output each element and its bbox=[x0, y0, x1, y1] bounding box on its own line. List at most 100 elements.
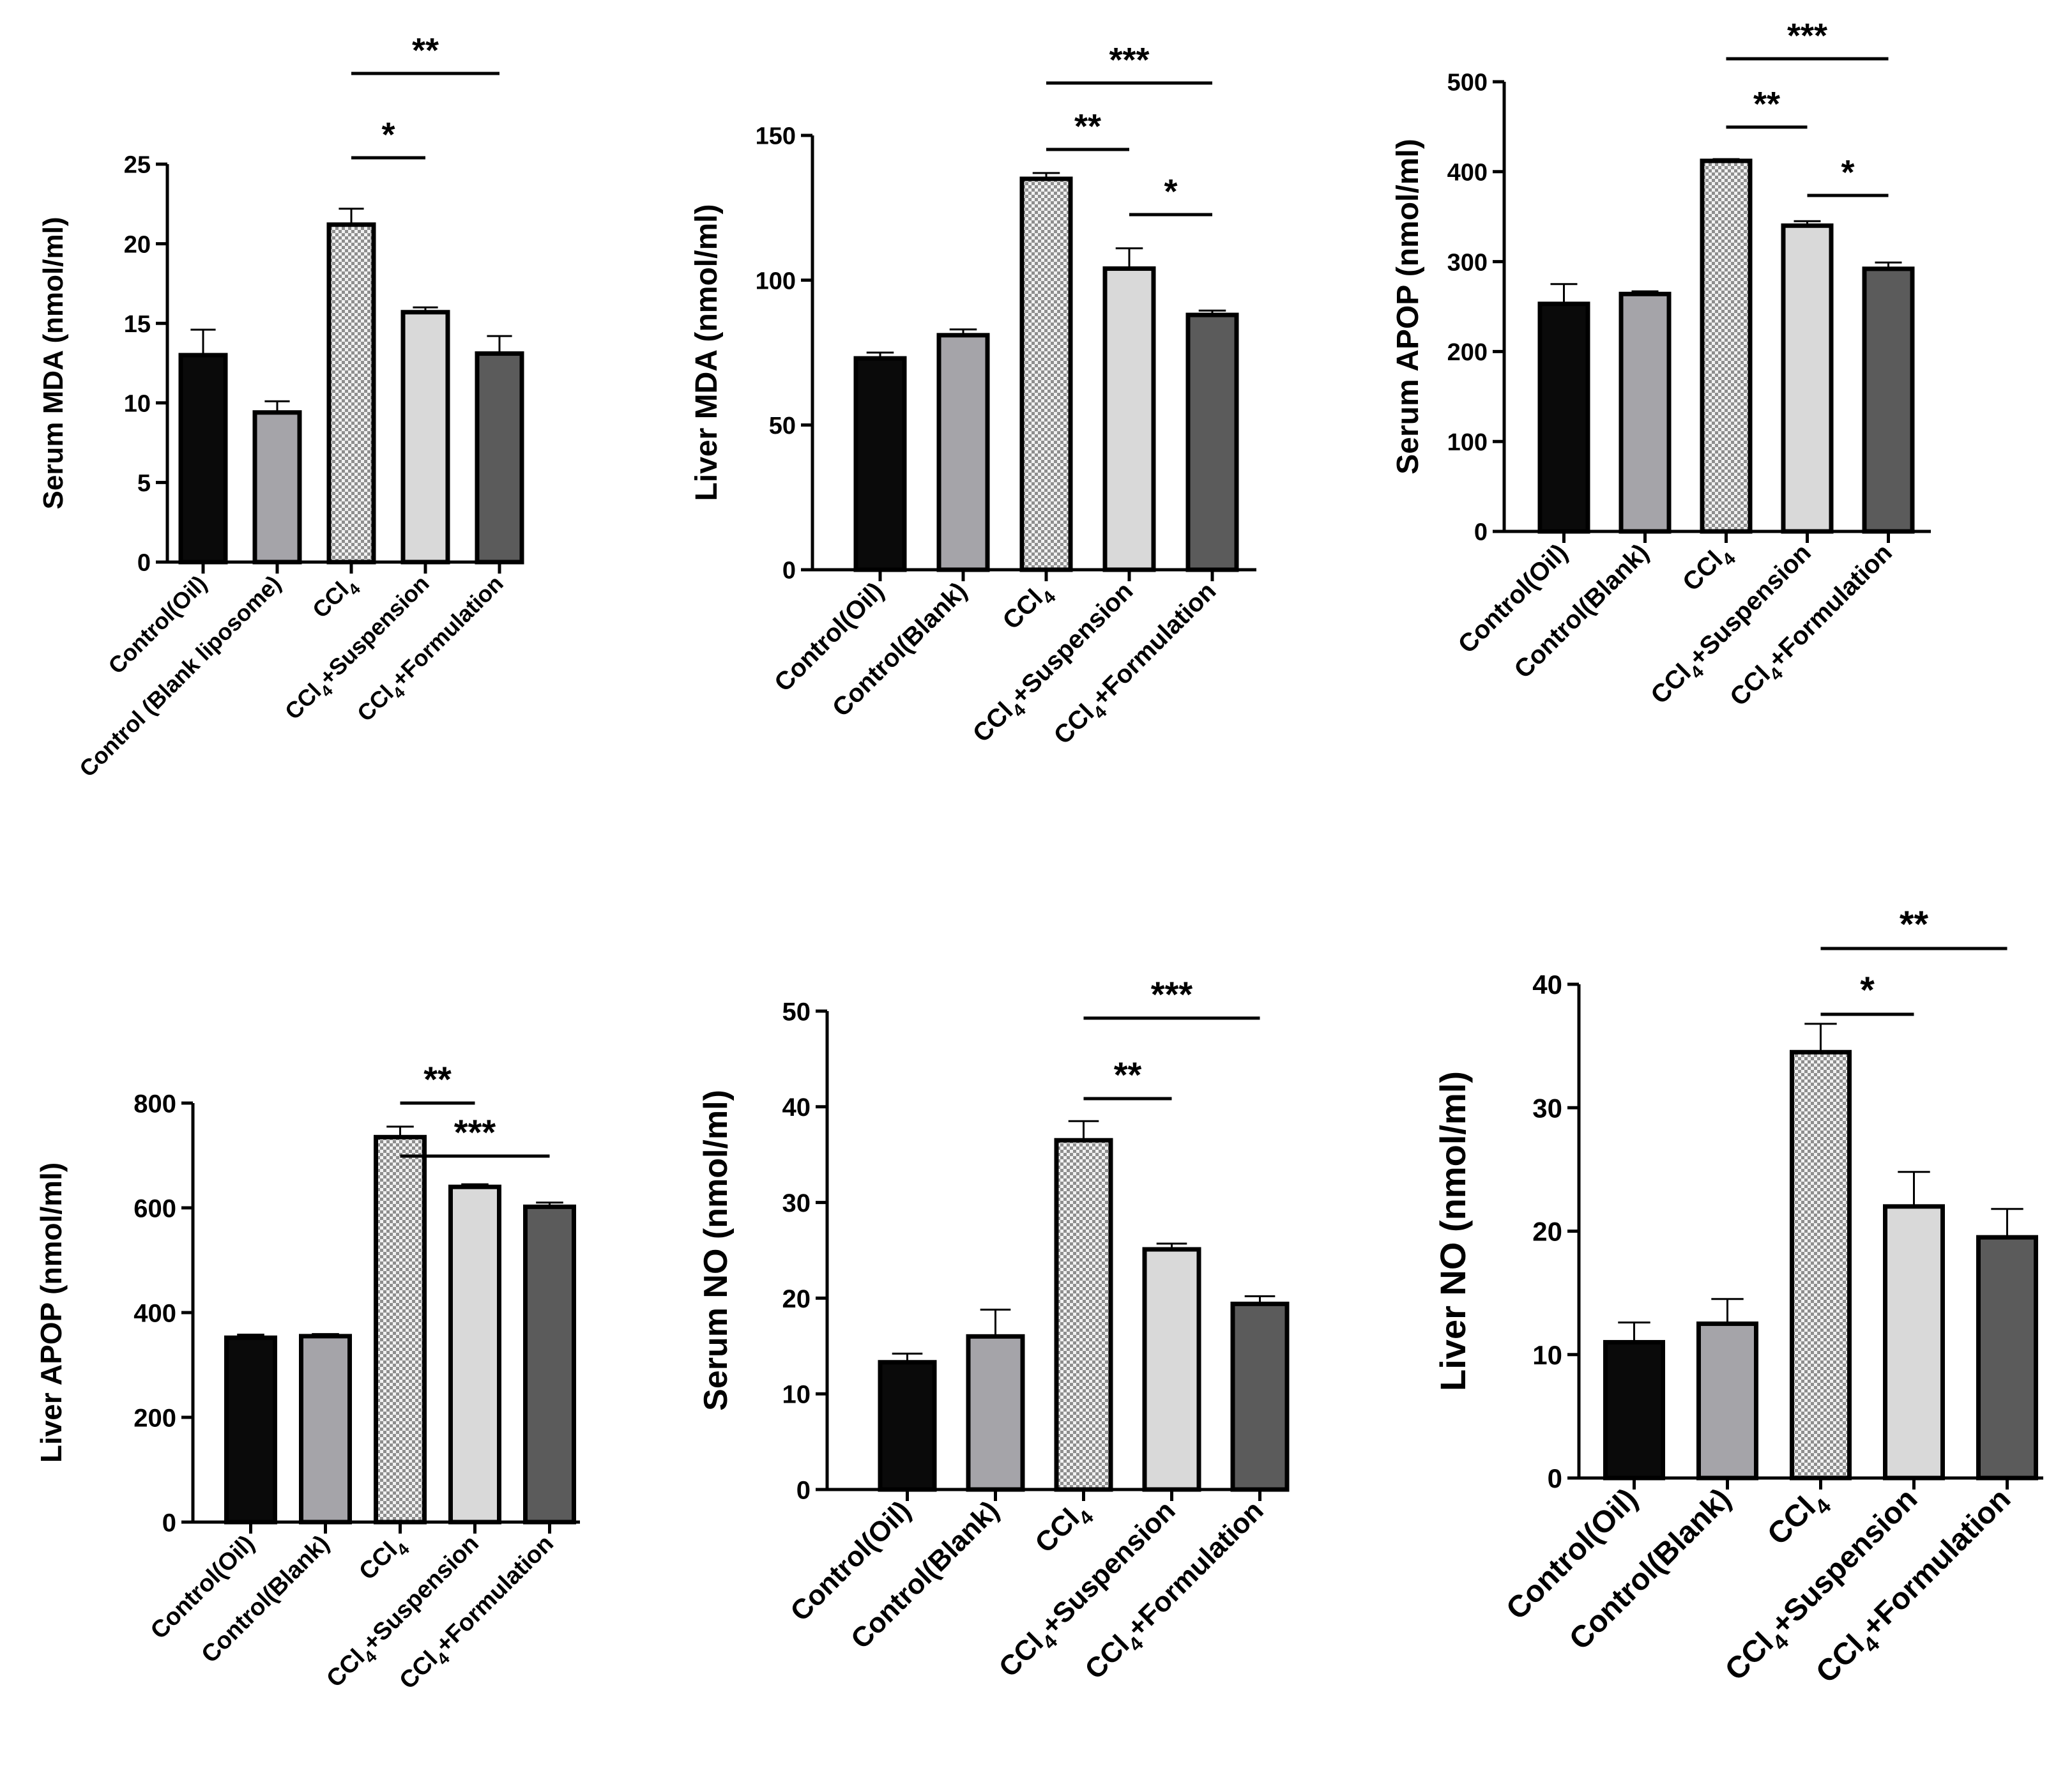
bar bbox=[475, 351, 524, 565]
bar bbox=[966, 1334, 1025, 1492]
category-label-main: CCl bbox=[307, 577, 354, 623]
bar bbox=[1603, 1339, 1665, 1481]
significance-label: * bbox=[1841, 153, 1854, 192]
bar bbox=[1230, 1301, 1290, 1492]
bar bbox=[1142, 1247, 1201, 1492]
y-tick-label: 0 bbox=[1548, 1463, 1562, 1493]
y-tick-label: 15 bbox=[124, 311, 151, 338]
bar bbox=[1790, 1049, 1852, 1481]
y-tick-label: 400 bbox=[1447, 159, 1488, 186]
y-tick-label: 20 bbox=[782, 1285, 811, 1313]
y-tick-label: 200 bbox=[1447, 339, 1488, 366]
y-tick-label: 5 bbox=[137, 470, 151, 497]
y-tick-label: 0 bbox=[137, 550, 151, 577]
y-axis-label: Liver NO (nmol/ml) bbox=[1433, 1071, 1473, 1391]
significance-label: ** bbox=[412, 31, 439, 70]
y-tick-label: 800 bbox=[133, 1090, 176, 1118]
category-label: CCl4+Formulation bbox=[394, 1530, 562, 1698]
bar bbox=[1883, 1204, 1945, 1481]
y-tick-label: 100 bbox=[756, 268, 796, 294]
y-tick-label: 600 bbox=[133, 1194, 176, 1223]
significance-label: ** bbox=[423, 1059, 452, 1099]
category-label-main: CCl bbox=[352, 680, 399, 727]
significance-label: * bbox=[381, 116, 395, 154]
category-label: CCl4+Formulation bbox=[1049, 577, 1226, 754]
y-tick-label: 40 bbox=[782, 1094, 811, 1122]
bar bbox=[299, 1334, 352, 1525]
bar bbox=[178, 353, 228, 565]
y-tick-label: 50 bbox=[769, 413, 796, 439]
y-tick-label: 300 bbox=[1447, 249, 1488, 276]
bar bbox=[448, 1184, 501, 1525]
y-axis-label: Serum MDA (nmol/ml) bbox=[38, 217, 69, 510]
y-tick-label: 50 bbox=[782, 998, 811, 1026]
significance-label: *** bbox=[1151, 974, 1193, 1014]
y-tick-label: 150 bbox=[756, 123, 796, 150]
bar bbox=[1185, 312, 1239, 572]
bar bbox=[1054, 1138, 1113, 1492]
y-tick-label: 0 bbox=[796, 1476, 811, 1504]
y-tick-label: 20 bbox=[1532, 1217, 1562, 1247]
y-tick-label: 30 bbox=[782, 1189, 811, 1217]
category-label: CCl4+Formulation bbox=[1725, 538, 1901, 715]
y-tick-label: 400 bbox=[133, 1299, 176, 1327]
bar bbox=[1781, 223, 1834, 534]
bar bbox=[224, 1335, 277, 1525]
significance-label: * bbox=[1860, 970, 1875, 1011]
category-label-main: CCl bbox=[280, 678, 326, 725]
y-tick-label: 40 bbox=[1532, 970, 1562, 1000]
category-label: CCl4 bbox=[354, 1530, 413, 1590]
category-label-main: Control(Blank) bbox=[1563, 1482, 1737, 1656]
category-label: Control(Blank) bbox=[197, 1530, 335, 1668]
bar bbox=[252, 410, 302, 565]
y-tick-label: 0 bbox=[1474, 519, 1488, 546]
y-tick-label: 10 bbox=[124, 390, 151, 417]
y-tick-label: 0 bbox=[782, 558, 796, 584]
bar bbox=[1019, 176, 1073, 572]
bar bbox=[1537, 301, 1590, 534]
significance-label: *** bbox=[454, 1112, 496, 1152]
category-label: CCl4 bbox=[1029, 1495, 1098, 1564]
y-tick-label: 500 bbox=[1447, 70, 1488, 96]
category-label: CCl4 bbox=[1677, 538, 1740, 601]
bar bbox=[326, 222, 376, 565]
y-tick-label: 10 bbox=[1532, 1340, 1562, 1370]
bar bbox=[374, 1134, 427, 1525]
bar bbox=[400, 310, 450, 565]
bar bbox=[523, 1204, 576, 1525]
bar bbox=[853, 356, 907, 572]
category-label-main: Control(Blank) bbox=[197, 1530, 335, 1668]
chart-4: 0 200 400 600 800 Liver APOP (nmol/ml) Control… bbox=[34, 1059, 580, 1698]
significance-label: *** bbox=[1109, 41, 1149, 79]
significance-label: * bbox=[1164, 172, 1177, 211]
significance-label: ** bbox=[1753, 85, 1780, 123]
category-label: Control(Blank) bbox=[1563, 1482, 1737, 1656]
bar bbox=[1700, 158, 1753, 534]
y-axis-label: Liver APOP (nmol/ml) bbox=[34, 1162, 68, 1463]
category-label: CCl4 bbox=[1761, 1482, 1836, 1557]
category-label: CCl4 bbox=[307, 570, 364, 627]
significance-label: ** bbox=[1114, 1055, 1142, 1095]
y-axis-label: Serum APOP (nmol/ml) bbox=[1391, 139, 1425, 474]
category-label-main: Control(Blank) bbox=[845, 1495, 1005, 1655]
category-label: CCl4+Formulation bbox=[1079, 1495, 1274, 1689]
y-axis-label: Serum NO (nmol/ml) bbox=[697, 1090, 735, 1411]
category-label: Control(Blank) bbox=[845, 1495, 1005, 1655]
bar bbox=[1976, 1235, 2038, 1481]
bar bbox=[1862, 266, 1915, 534]
category-label: CCl4 bbox=[998, 577, 1060, 639]
y-tick-label: 25 bbox=[124, 152, 151, 179]
y-tick-label: 100 bbox=[1447, 429, 1488, 456]
significance-label: ** bbox=[1900, 904, 1929, 945]
bar bbox=[1102, 266, 1156, 572]
y-tick-label: 30 bbox=[1532, 1093, 1562, 1123]
y-tick-label: 0 bbox=[162, 1509, 176, 1537]
bar bbox=[1696, 1321, 1758, 1481]
category-label: CCl4+Formulation bbox=[352, 570, 512, 731]
